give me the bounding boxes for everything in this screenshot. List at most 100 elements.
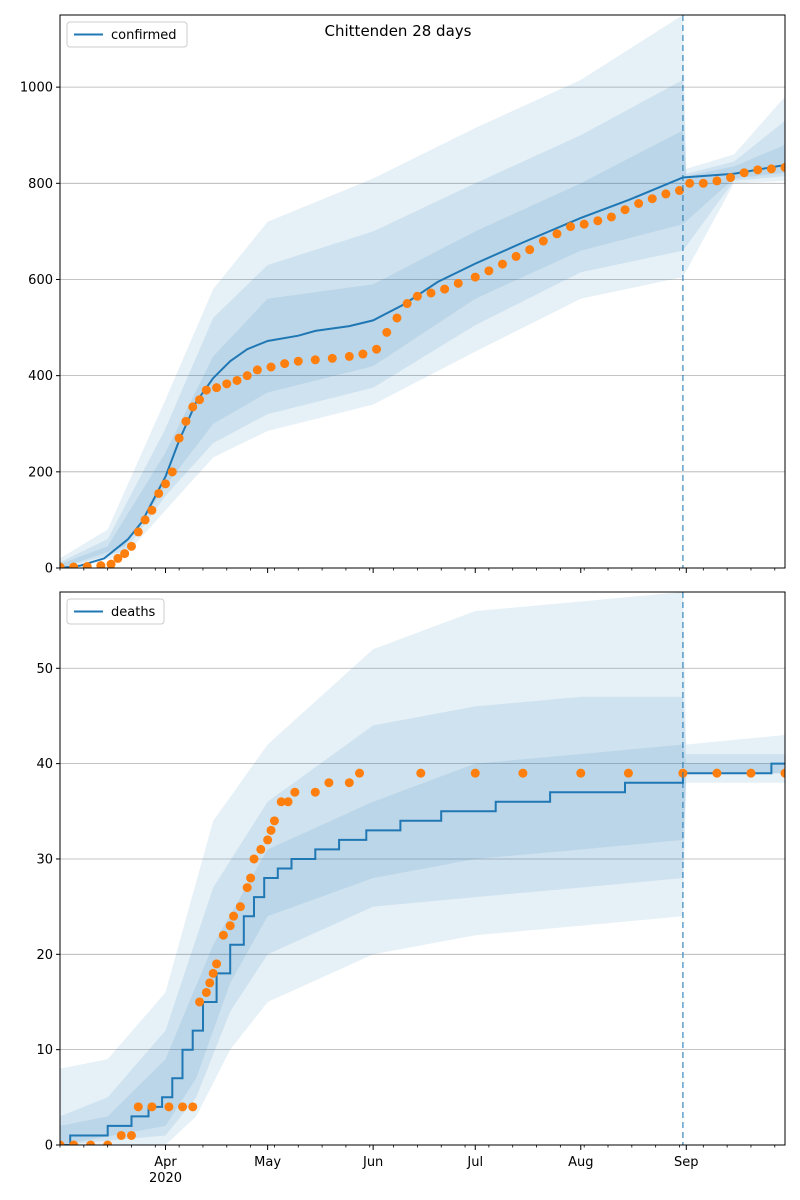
observed-point (103, 1140, 113, 1145)
observed-point (518, 768, 528, 778)
observed-point (412, 291, 422, 301)
observed-point (358, 349, 368, 359)
legend: confirmed (66, 21, 188, 48)
observed-point (69, 562, 79, 568)
observed-point (82, 562, 92, 568)
observed-point (147, 505, 157, 515)
x-year-label: 2020 (149, 1171, 182, 1186)
observed-point (167, 467, 177, 477)
observed-point (133, 1102, 143, 1112)
axes-frame (59, 14, 786, 569)
observed-series (60, 162, 785, 568)
observed-point (511, 251, 521, 261)
observed-point (252, 365, 262, 375)
observed-point (266, 825, 276, 835)
observed-point (712, 176, 722, 186)
band-0 (60, 592, 785, 1145)
observed-point (674, 186, 684, 196)
y-tick-label: 1000 (20, 81, 53, 96)
observed-point (126, 541, 136, 551)
x-tick-label: Aug (568, 1155, 593, 1170)
y-tick-label: 10 (36, 1043, 53, 1058)
observed-point (235, 902, 245, 912)
observed-point (780, 768, 785, 778)
observed-point (647, 194, 657, 204)
observed-point (623, 768, 633, 778)
observed-point (222, 379, 232, 389)
observed-point (280, 359, 290, 369)
observed-point (249, 854, 259, 864)
observed-point (382, 327, 392, 337)
observed-point (266, 362, 276, 372)
observed-point (188, 1102, 198, 1112)
observed-point (181, 416, 191, 426)
observed-point (232, 375, 242, 385)
observed-point (164, 1102, 174, 1112)
observed-point (698, 178, 708, 188)
observed-point (212, 383, 222, 393)
observed-point (470, 768, 480, 778)
x-tick-label: May (254, 1155, 281, 1170)
observed-point (355, 768, 365, 778)
observed-point (579, 219, 589, 229)
observed-point (269, 816, 279, 826)
observed-point (60, 562, 65, 568)
observed-point (440, 284, 450, 294)
observed-point (538, 236, 548, 246)
observed-point (256, 844, 266, 854)
observed-point (497, 259, 507, 269)
observed-point (416, 768, 426, 778)
observed-point (593, 216, 603, 226)
observed-point (116, 1130, 126, 1140)
observed-point (552, 229, 562, 239)
band-1 (60, 696, 785, 1145)
observed-point (96, 561, 106, 568)
legend-label: deaths (111, 605, 156, 620)
y-tick-label: 400 (28, 369, 53, 384)
observed-point (712, 768, 722, 778)
observed-point (766, 164, 776, 174)
y-tick-label: 30 (36, 852, 53, 867)
band-2 (60, 744, 785, 1145)
observed-point (780, 162, 785, 172)
observed-point (402, 299, 412, 309)
observed-point (310, 787, 320, 797)
observed-point (218, 930, 228, 940)
observed-point (201, 385, 211, 395)
observed-point (229, 911, 239, 921)
observed-point (344, 351, 354, 361)
observed-point (576, 768, 586, 778)
uncertainty-bands (60, 592, 785, 1145)
observed-point (283, 797, 293, 807)
observed-point (69, 1140, 79, 1145)
observed-point (620, 205, 630, 215)
observed-point (242, 371, 252, 381)
observed-point (372, 344, 382, 354)
observed-point (133, 527, 143, 537)
observed-point (661, 189, 671, 199)
observed-point (263, 835, 273, 845)
observed-point (470, 272, 480, 282)
observed-point (242, 883, 252, 893)
x-tick-label: Jul (466, 1155, 483, 1170)
observed-point (225, 921, 235, 931)
observed-point (726, 173, 736, 183)
observed-point (453, 278, 463, 288)
observed-point (685, 178, 695, 188)
observed-point (344, 778, 354, 788)
observed-point (195, 997, 205, 1007)
y-tick-label: 0 (45, 562, 53, 577)
observed-point (178, 1102, 188, 1112)
observed-point (753, 165, 763, 175)
band-2 (60, 130, 785, 568)
observed-point (310, 355, 320, 365)
observed-point (174, 433, 184, 443)
observed-point (154, 488, 164, 498)
observed-point (140, 515, 150, 525)
observed-point (113, 553, 123, 563)
observed-point (188, 402, 198, 412)
x-tick-label: Jun (362, 1155, 383, 1170)
observed-point (212, 959, 222, 969)
observed-series (60, 768, 785, 1145)
observed-point (246, 873, 256, 883)
